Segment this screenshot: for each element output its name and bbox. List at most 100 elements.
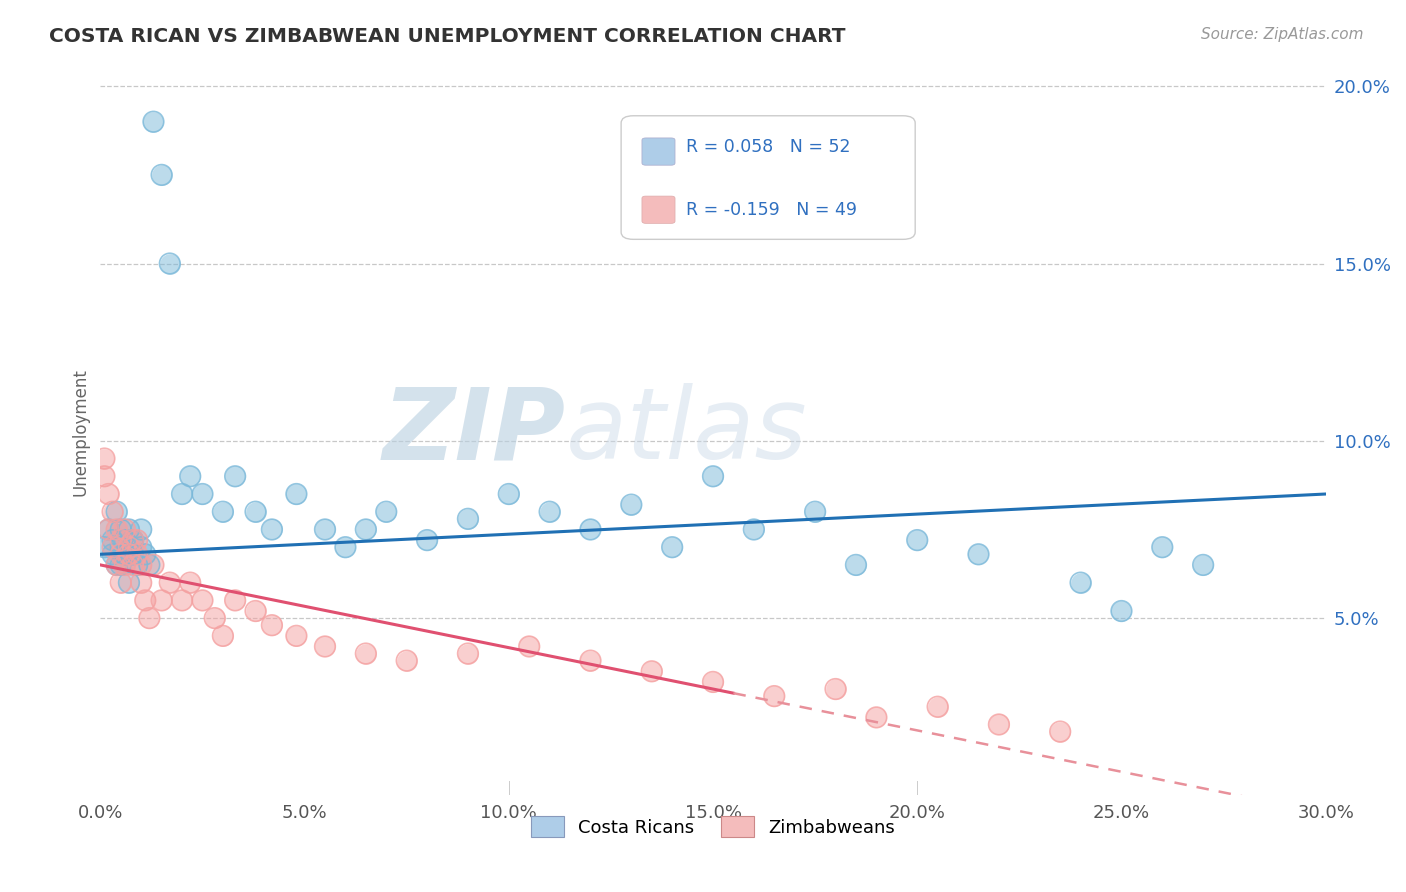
Legend: Costa Ricans, Zimbabweans: Costa Ricans, Zimbabweans <box>524 809 903 845</box>
Point <box>118 540 141 554</box>
Point <box>335 540 357 554</box>
Point <box>620 498 643 512</box>
Point <box>101 533 124 547</box>
Point <box>927 699 949 714</box>
Point <box>661 540 683 554</box>
Point <box>114 558 136 572</box>
Point <box>134 593 156 607</box>
Point <box>416 533 439 547</box>
Point <box>110 540 132 554</box>
Point <box>457 512 479 526</box>
Point <box>824 681 846 696</box>
Point <box>150 593 173 607</box>
Point <box>212 629 235 643</box>
Point <box>927 699 949 714</box>
Point <box>179 575 201 590</box>
Point <box>110 547 132 561</box>
Y-axis label: Unemployment: Unemployment <box>72 368 89 496</box>
Point <box>967 547 990 561</box>
Point <box>127 533 149 547</box>
Point <box>114 558 136 572</box>
Point <box>105 523 128 537</box>
Point <box>354 523 377 537</box>
Point <box>191 593 214 607</box>
Point <box>191 487 214 501</box>
Point <box>395 654 418 668</box>
Point <box>150 168 173 182</box>
Point <box>260 523 283 537</box>
Point <box>245 604 267 618</box>
Point <box>127 533 149 547</box>
Point <box>101 505 124 519</box>
Point <box>702 675 724 690</box>
Point <box>170 593 193 607</box>
Point <box>1049 724 1071 739</box>
Point <box>763 689 786 703</box>
Point <box>150 168 173 182</box>
Point <box>285 487 308 501</box>
Point <box>620 498 643 512</box>
Point <box>517 640 540 654</box>
Point <box>579 523 602 537</box>
Point <box>538 505 561 519</box>
Point <box>170 593 193 607</box>
Point <box>641 665 664 679</box>
Point <box>105 558 128 572</box>
Point <box>159 256 181 270</box>
Point <box>150 593 173 607</box>
Point <box>101 547 124 561</box>
Point <box>105 505 128 519</box>
Point <box>191 487 214 501</box>
Point <box>245 505 267 519</box>
Point <box>129 540 152 554</box>
Point <box>118 547 141 561</box>
Point <box>804 505 827 519</box>
Point <box>110 523 132 537</box>
Point <box>159 575 181 590</box>
Point <box>245 604 267 618</box>
Point <box>138 611 160 625</box>
Point <box>142 558 165 572</box>
FancyBboxPatch shape <box>643 196 675 223</box>
Point <box>97 523 120 537</box>
Point <box>285 629 308 643</box>
Point <box>845 558 868 572</box>
Point <box>129 558 152 572</box>
Point <box>142 558 165 572</box>
Point <box>579 654 602 668</box>
Point <box>905 533 928 547</box>
Point <box>93 469 115 483</box>
Point <box>1111 604 1133 618</box>
Point <box>314 523 336 537</box>
Point <box>97 487 120 501</box>
Point <box>1111 604 1133 618</box>
Point <box>245 505 267 519</box>
Point <box>804 505 827 519</box>
Point <box>142 114 165 128</box>
Point <box>138 611 160 625</box>
Point <box>122 533 145 547</box>
Point <box>97 523 120 537</box>
Point <box>1152 540 1174 554</box>
Point <box>354 523 377 537</box>
Point <box>457 647 479 661</box>
Point <box>702 469 724 483</box>
Point <box>134 593 156 607</box>
Point <box>702 469 724 483</box>
Point <box>204 611 226 625</box>
Point <box>118 523 141 537</box>
Point <box>314 640 336 654</box>
Point <box>579 523 602 537</box>
Point <box>865 710 887 724</box>
Point <box>179 575 201 590</box>
Point <box>110 533 132 547</box>
Point <box>105 523 128 537</box>
Point <box>170 487 193 501</box>
Point <box>285 487 308 501</box>
Point <box>742 523 765 537</box>
Point <box>105 558 128 572</box>
Point <box>702 675 724 690</box>
Point <box>93 451 115 466</box>
Point <box>122 558 145 572</box>
Point <box>335 540 357 554</box>
